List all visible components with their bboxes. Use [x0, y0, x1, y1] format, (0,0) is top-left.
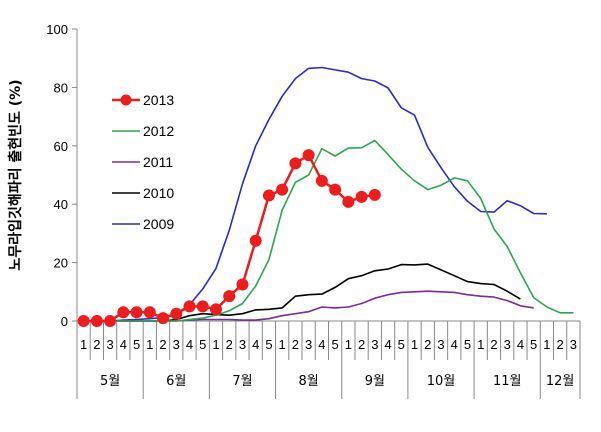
- x-week-label: 4: [451, 337, 458, 352]
- x-week-label: 2: [226, 337, 233, 352]
- x-month-label: 10월: [427, 374, 456, 389]
- x-month-label: 11월: [493, 374, 522, 389]
- x-week-label: 1: [279, 337, 286, 352]
- x-week-label: 4: [517, 337, 524, 352]
- x-week-label: 3: [437, 337, 444, 352]
- x-week-label: 4: [186, 337, 193, 352]
- x-week-label: 2: [424, 337, 431, 352]
- y-tick-label: 40: [54, 197, 68, 212]
- x-month-label: 5월: [100, 374, 120, 389]
- x-week-label: 5: [332, 337, 339, 352]
- x-week-label: 5: [398, 337, 405, 352]
- data-point-2013: [329, 183, 342, 196]
- x-week-label: 3: [371, 337, 378, 352]
- x-week-label: 2: [93, 337, 100, 352]
- x-week-label: 4: [318, 337, 325, 352]
- x-week-label: 5: [265, 337, 272, 352]
- data-point-2013: [196, 300, 209, 313]
- x-week-label: 2: [490, 337, 497, 352]
- y-tick-label: 100: [46, 22, 68, 37]
- x-week-label: 3: [570, 337, 577, 352]
- x-week-label: 1: [543, 337, 550, 352]
- legend-marker-2013: [120, 94, 132, 106]
- x-week-label: 2: [292, 337, 299, 352]
- x-week-label: 1: [80, 337, 87, 352]
- x-month-label: 9월: [365, 374, 385, 389]
- data-point-2013: [117, 306, 130, 319]
- y-tick-label: 0: [61, 314, 68, 329]
- data-point-2013: [342, 195, 355, 208]
- legend-label-2011: 2011: [143, 154, 173, 170]
- x-week-label: 1: [212, 337, 219, 352]
- x-month-label: 6월: [166, 374, 186, 389]
- x-week-label: 1: [477, 337, 484, 352]
- data-point-2013: [104, 315, 117, 327]
- data-point-2013: [249, 234, 262, 247]
- x-week-label: 2: [358, 337, 365, 352]
- x-week-label: 3: [106, 337, 113, 352]
- data-point-2013: [77, 315, 90, 327]
- x-week-label: 4: [252, 337, 259, 352]
- x-month-label: 12월: [546, 374, 575, 389]
- data-point-2013: [170, 307, 183, 320]
- data-point-2013: [236, 278, 249, 291]
- x-month-label: 7월: [232, 374, 252, 389]
- data-point-2013: [209, 303, 222, 316]
- data-point-2013: [223, 290, 236, 303]
- data-point-2013: [262, 189, 275, 202]
- x-week-label: 3: [504, 337, 511, 352]
- x-week-label: 2: [159, 337, 166, 352]
- data-point-2013: [157, 312, 170, 325]
- y-axis-label: 노무라입깃해파리 출현빈도 (%): [7, 79, 24, 270]
- data-point-2013: [183, 300, 196, 313]
- x-month-label: 8월: [299, 374, 319, 389]
- legend-label-2009: 2009: [143, 216, 174, 232]
- data-point-2013: [368, 188, 381, 201]
- x-week-label: 5: [199, 337, 206, 352]
- series-layer: [77, 66, 574, 327]
- data-point-2013: [302, 149, 315, 162]
- data-point-2013: [289, 157, 302, 170]
- data-point-2013: [143, 306, 156, 319]
- x-week-label: 3: [239, 337, 246, 352]
- data-point-2013: [315, 174, 328, 187]
- legend-label-2013: 2013: [143, 92, 174, 108]
- legend-label-2010: 2010: [143, 185, 174, 201]
- x-week-label: 3: [305, 337, 312, 352]
- x-week-label: 1: [411, 337, 418, 352]
- y-tick-label: 20: [54, 256, 68, 271]
- x-week-label: 1: [146, 337, 153, 352]
- x-week-label: 5: [464, 337, 471, 352]
- y-tick-label: 60: [54, 139, 68, 154]
- x-week-label: 4: [120, 337, 127, 352]
- x-week-label: 5: [133, 337, 140, 352]
- x-week-label: 5: [530, 337, 537, 352]
- x-week-label: 4: [384, 337, 391, 352]
- x-week-label: 2: [557, 337, 564, 352]
- data-point-2013: [130, 306, 143, 319]
- legend: 2013 2012 2011 2010 2009: [112, 92, 174, 232]
- x-week-label: 3: [173, 337, 180, 352]
- legend-label-2012: 2012: [143, 123, 174, 139]
- x-week-label: 1: [345, 337, 352, 352]
- data-point-2013: [90, 315, 103, 327]
- data-point-2013: [355, 190, 368, 203]
- data-point-2013: [276, 183, 289, 196]
- y-tick-label: 80: [54, 80, 68, 95]
